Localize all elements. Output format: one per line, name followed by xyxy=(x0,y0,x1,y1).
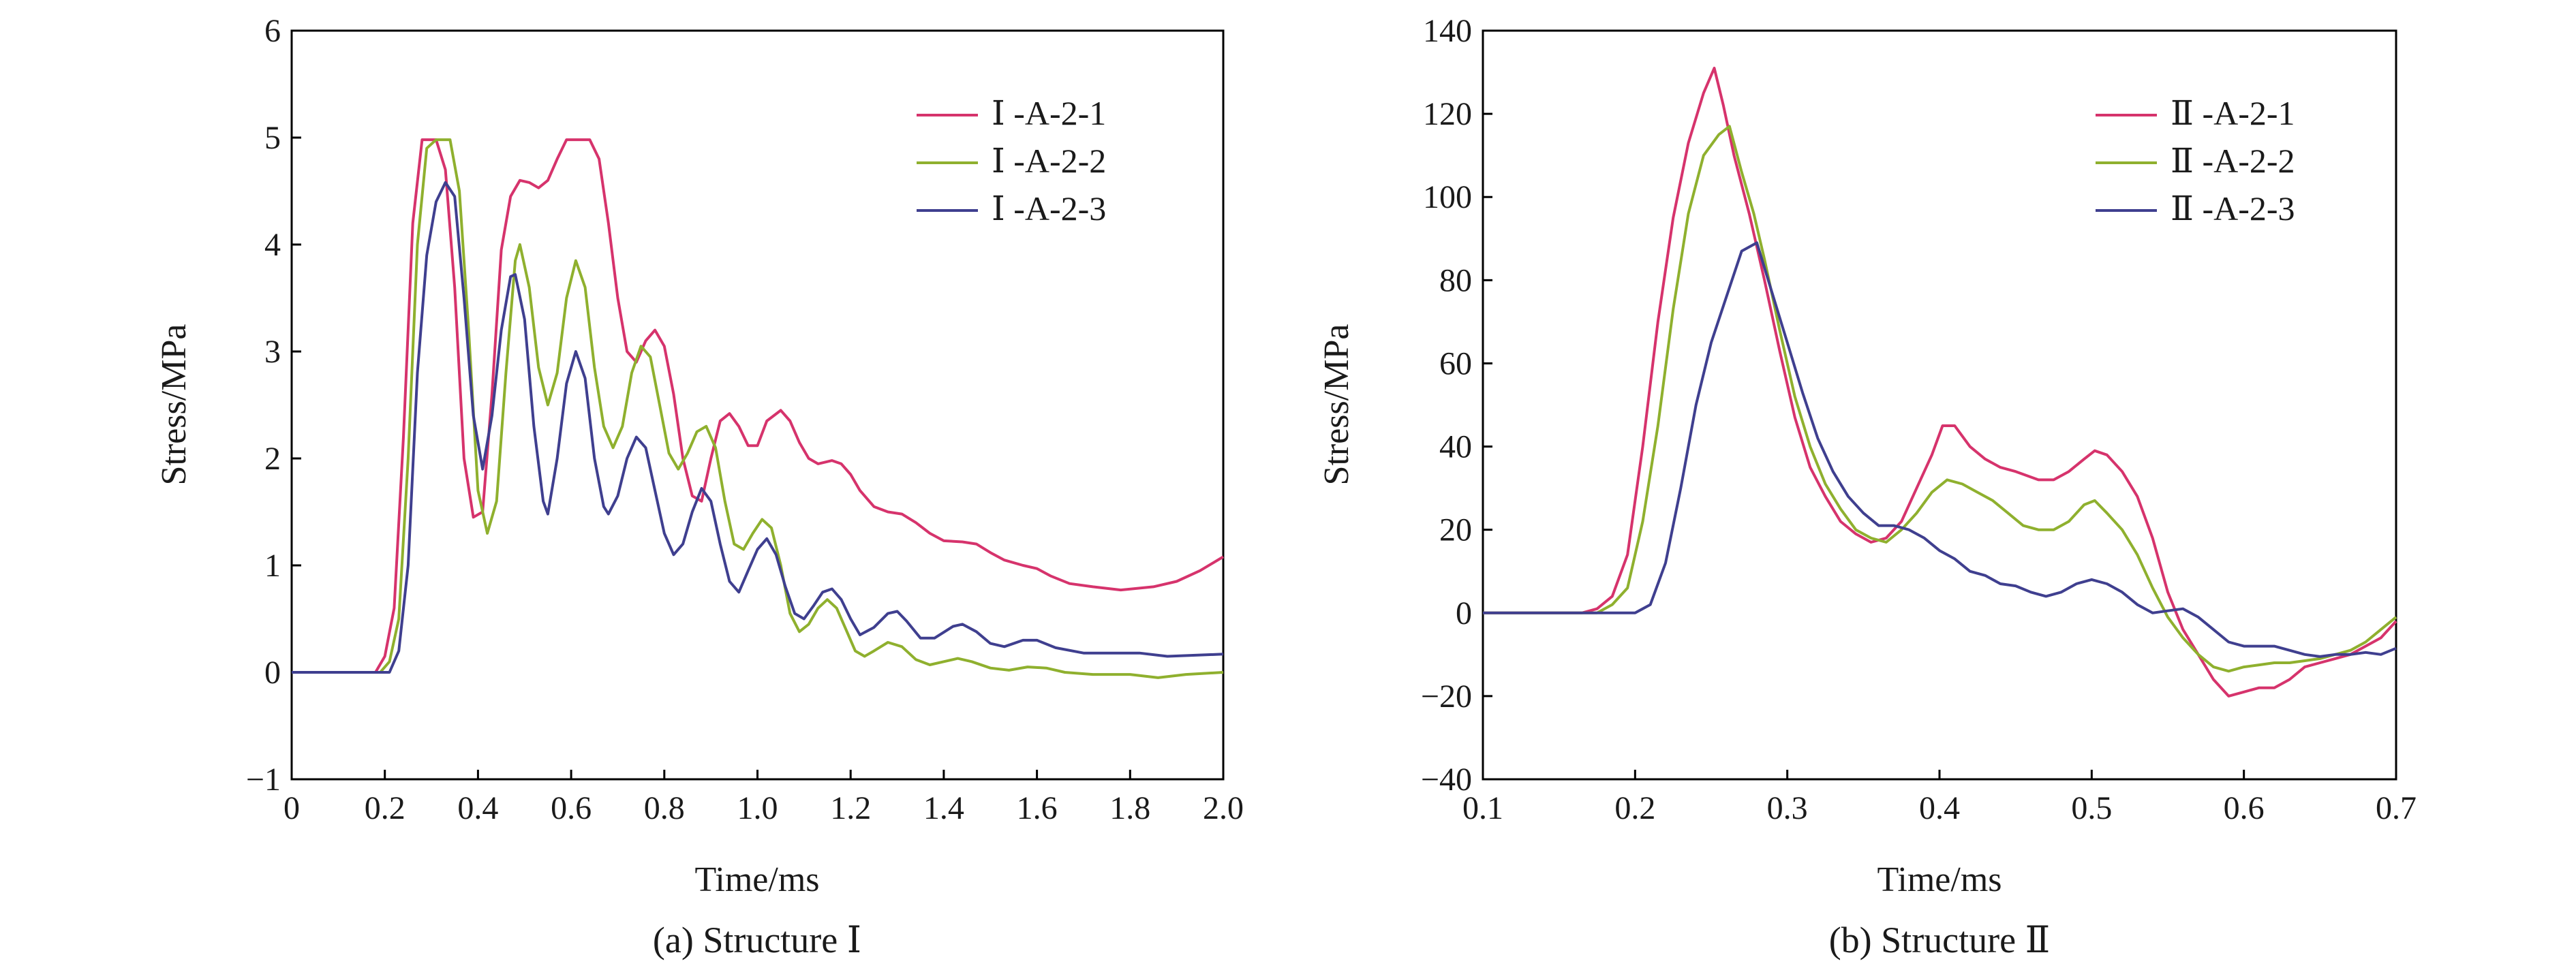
chart-b-y-tick-label: 140 xyxy=(1423,13,1472,49)
chart-b-legend-label-3: Ⅱ -A-2-3 xyxy=(2171,189,2295,228)
chart-b-y-tick-label: 40 xyxy=(1439,429,1472,465)
chart-b-x-tick-label: 0.4 xyxy=(1919,790,1960,826)
chart-b-x-tick-label: 0.2 xyxy=(1614,790,1655,826)
chart-a-y-tick-label: 2 xyxy=(264,441,281,477)
chart-b-series xyxy=(1483,67,2397,698)
chart-a-series xyxy=(292,138,1225,679)
chart-a-series-line-3 xyxy=(292,181,1224,674)
chart-b: 0.1 0.2 0.3 0.4 0.5 0.6 0.7 −40 −20 0 20 40 60 80 100 1… xyxy=(1317,13,2417,960)
chart-a-x-axis-label: Time/ms xyxy=(694,860,819,899)
chart-a-legend-label-3: Ⅰ -A-2-3 xyxy=(992,189,1106,228)
chart-b-x-tick-label: 0.7 xyxy=(2376,790,2417,826)
chart-a-y-tick-label: 5 xyxy=(264,120,281,156)
chart-a-x-tick-label: 2.0 xyxy=(1203,790,1244,826)
chart-b-caption: (b) Structure Ⅱ xyxy=(1829,920,2051,960)
chart-a-x-tick-label: 0.6 xyxy=(551,790,592,826)
chart-a-x-tick-label: 1.4 xyxy=(923,790,964,826)
chart-a-y-tick-label: 4 xyxy=(264,227,281,263)
chart-a-series-line-2 xyxy=(292,138,1224,679)
chart-b-y-axis-label: Stress/MPa xyxy=(1317,324,1356,486)
chart-a-x-tick-label: 0.8 xyxy=(644,790,685,826)
chart-b-ticks: 0.1 0.2 0.3 0.4 0.5 0.6 0.7 −40 −20 0 20 40 60 80 100 1… xyxy=(1421,13,2417,826)
chart-b-series-line-2 xyxy=(1483,125,2397,673)
chart-a-x-tick-label: 1.0 xyxy=(737,790,778,826)
chart-b-y-tick-label: −20 xyxy=(1421,678,1472,715)
chart-a-x-tick-label: 1.8 xyxy=(1109,790,1150,826)
chart-a-y-tick-label: 3 xyxy=(264,334,281,370)
chart-b-x-tick-label: 0.3 xyxy=(1767,790,1808,826)
chart-b-y-tick-label: 100 xyxy=(1423,179,1472,215)
chart-a-x-tick-label: 0.4 xyxy=(457,790,498,826)
chart-a-x-tick-label: 0.2 xyxy=(365,790,405,826)
chart-b-x-tick-label: 0.1 xyxy=(1462,790,1503,826)
chart-b-x-tick-label: 0.5 xyxy=(2071,790,2112,826)
chart-a-y-tick-label: 0 xyxy=(264,655,281,691)
chart-a-y-axis-label: Stress/MPa xyxy=(155,324,194,486)
chart-b-x-axis-label: Time/ms xyxy=(1877,860,2002,899)
chart-b-y-tick-label: −40 xyxy=(1421,762,1472,798)
chart-b-y-tick-label: 0 xyxy=(1456,595,1472,631)
chart-b-y-tick-label: 120 xyxy=(1423,96,1472,132)
chart-b-series-line-1 xyxy=(1483,67,2397,698)
chart-a-series-line-1 xyxy=(292,138,1225,674)
chart-a-legend-label-2: Ⅰ -A-2-2 xyxy=(992,142,1106,180)
chart-a-caption: (a) Structure Ⅰ xyxy=(653,920,861,960)
chart-b-legend-label-1: Ⅱ -A-2-1 xyxy=(2171,94,2295,132)
chart-a-legend: Ⅰ -A-2-1 Ⅰ -A-2-2 Ⅰ -A-2-3 xyxy=(917,94,1106,228)
chart-b-legend-label-2: Ⅱ -A-2-2 xyxy=(2171,142,2295,180)
chart-b-y-tick-label: 60 xyxy=(1439,345,1472,381)
chart-a-x-tick-label: 0 xyxy=(283,790,300,826)
chart-b-x-tick-label: 0.6 xyxy=(2224,790,2265,826)
chart-a: 0 0.2 0.4 0.6 0.8 1.0 1.2 1.4 1.6 1.8 2.0−10123456… xyxy=(155,13,1244,960)
chart-a-y-tick-label: 1 xyxy=(264,548,281,584)
chart-a-y-tick-label: −1 xyxy=(246,762,281,798)
chart-a-legend-label-1: Ⅰ -A-2-1 xyxy=(992,94,1106,132)
chart-b-series-line-3 xyxy=(1483,241,2397,658)
chart-b-y-tick-label: 80 xyxy=(1439,262,1472,298)
chart-a-y-tick-label: 6 xyxy=(264,13,281,49)
chart-b-legend: Ⅱ -A-2-1 Ⅱ -A-2-2 Ⅱ -A-2-3 xyxy=(2096,94,2295,228)
chart-a-x-tick-label: 1.6 xyxy=(1017,790,1058,826)
chart-a-x-tick-label: 1.2 xyxy=(830,790,871,826)
chart-b-y-tick-label: 20 xyxy=(1439,512,1472,548)
